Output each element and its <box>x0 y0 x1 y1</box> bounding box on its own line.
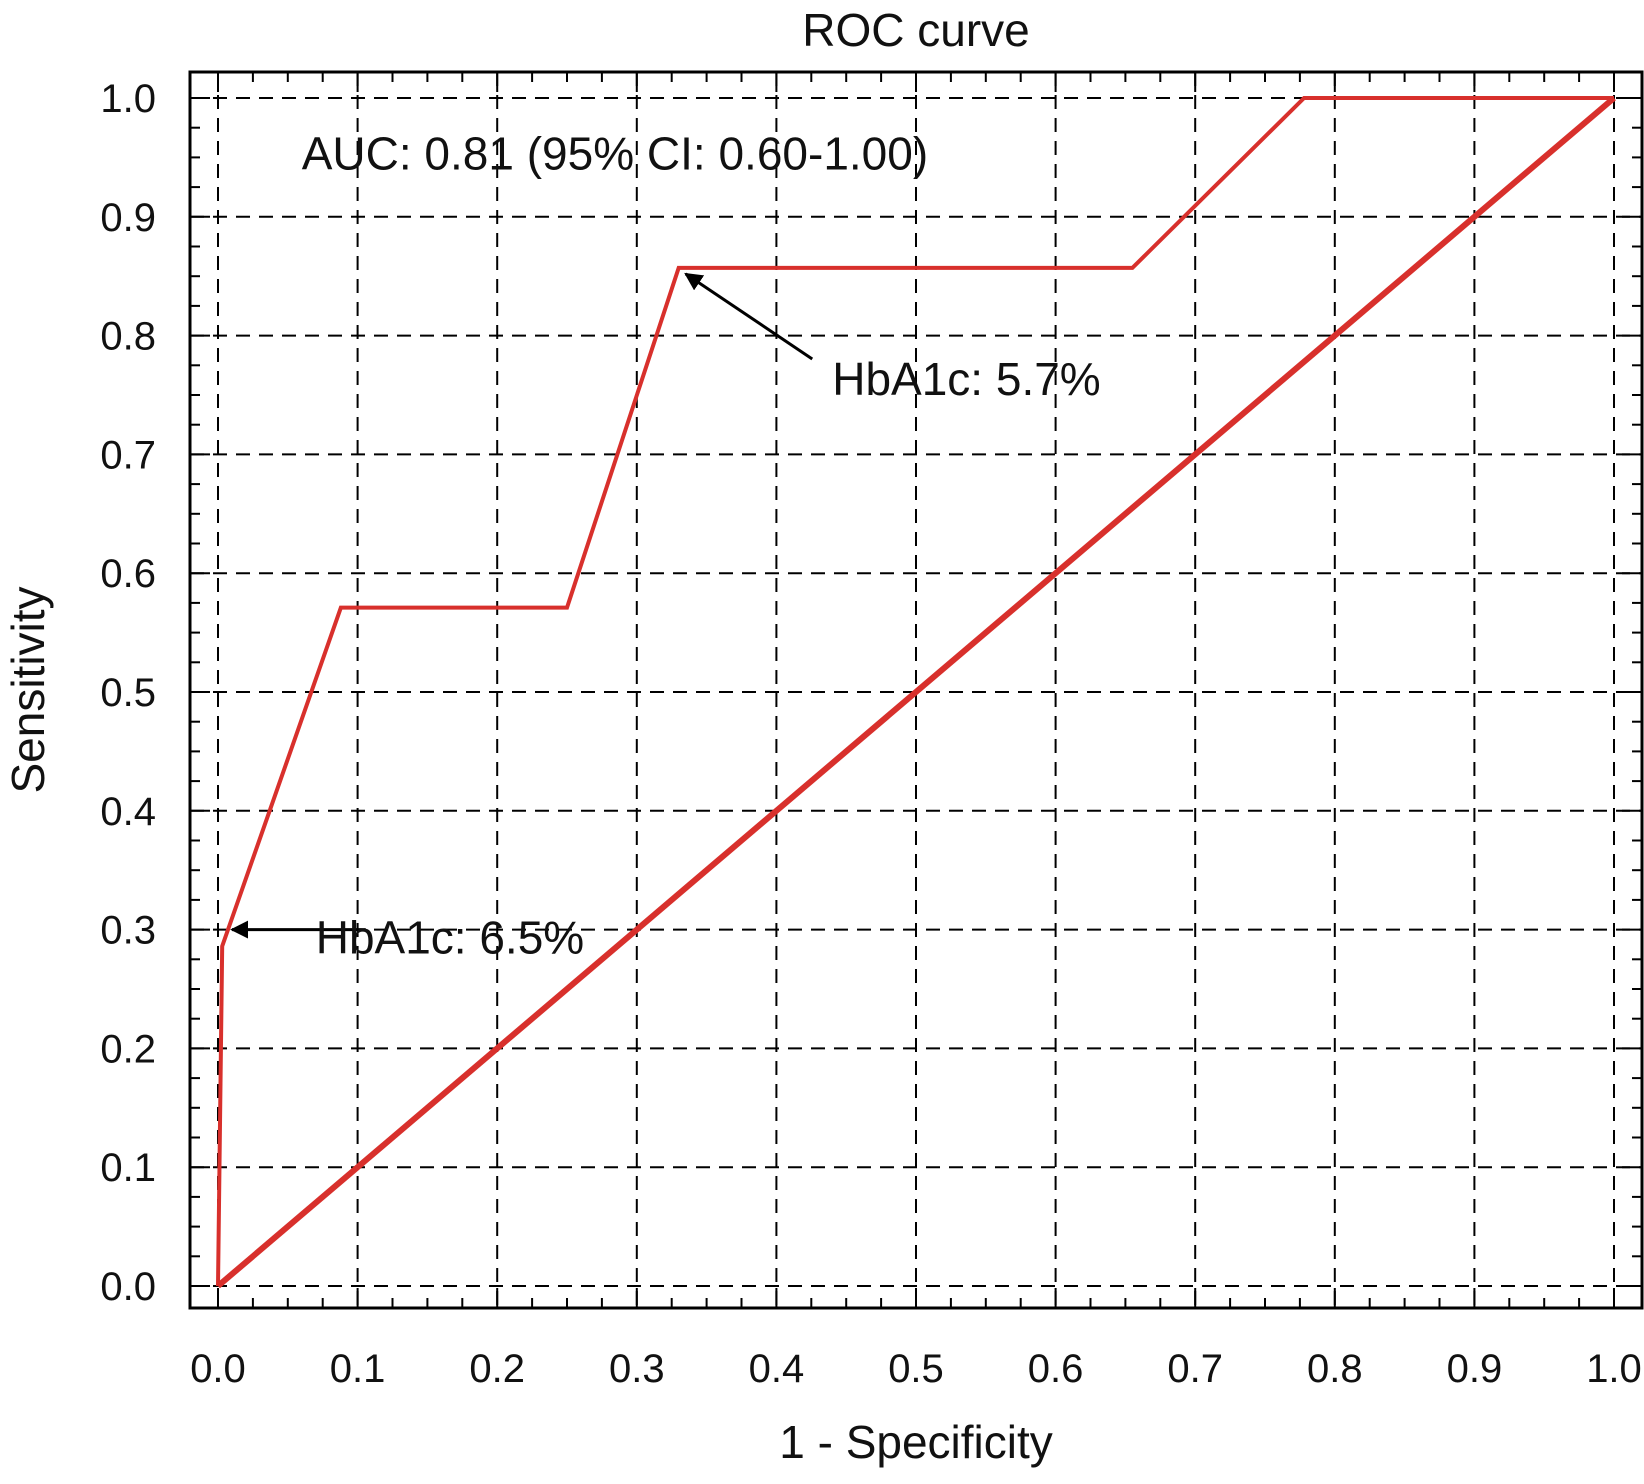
axis-ticks <box>190 72 1642 1308</box>
annotation-arrow <box>684 272 814 361</box>
roc-curve-line <box>216 96 1614 1287</box>
x-tick-label: 0.8 <box>1307 1347 1363 1391</box>
x-tick-label: 0.6 <box>1028 1347 1084 1391</box>
x-tick-label: 0.1 <box>330 1347 386 1391</box>
y-tick-label: 0.4 <box>100 790 156 834</box>
series-lines <box>216 95 1616 1289</box>
x-tick-label: 0.2 <box>469 1347 525 1391</box>
y-tick-label: 1.0 <box>100 77 156 121</box>
reference-diagonal-line <box>216 95 1616 1289</box>
plot-frame <box>188 70 1644 1310</box>
x-tick-label: 1.0 <box>1586 1347 1642 1391</box>
y-tick-label: 0.6 <box>100 552 156 596</box>
x-tick-label: 0.4 <box>749 1347 805 1391</box>
y-tick-label: 0.5 <box>100 671 156 715</box>
tick-labels: 0.0 0.1 0.2 0.3 0.4 0.5 0.6 0.7 0.8 0.9 1.0 0.0 0.1 0… <box>100 77 1641 1391</box>
y-tick-label: 0.9 <box>100 196 156 240</box>
x-tick-label: 0.0 <box>190 1347 246 1391</box>
y-tick-label: 0.2 <box>100 1027 156 1071</box>
annotation-label: HbA1c: 6.5% <box>316 911 584 963</box>
y-axis-label: Sensitivity <box>2 586 54 793</box>
y-tick-label: 0.3 <box>100 909 156 953</box>
x-tick-label: 0.7 <box>1167 1347 1223 1391</box>
y-tick-label: 0.0 <box>100 1265 156 1309</box>
x-tick-label: 0.3 <box>609 1347 665 1391</box>
y-tick-label: 0.1 <box>100 1146 156 1190</box>
x-tick-label: 0.5 <box>888 1347 944 1391</box>
annotation-label: AUC: 0.81 (95% CI: 0.60-1.00) <box>302 127 928 179</box>
y-tick-label: 0.7 <box>100 433 156 477</box>
x-tick-label: 0.9 <box>1447 1347 1503 1391</box>
annotation-label: HbA1c: 5.7% <box>832 353 1100 405</box>
y-tick-label: 0.8 <box>100 315 156 359</box>
annotations: AUC: 0.81 (95% CI: 0.60-1.00) HbA1c: 5.7%… <box>230 127 1101 963</box>
chart-title: ROC curve <box>802 4 1029 56</box>
x-axis-label: 1 - Specificity <box>779 1416 1053 1468</box>
